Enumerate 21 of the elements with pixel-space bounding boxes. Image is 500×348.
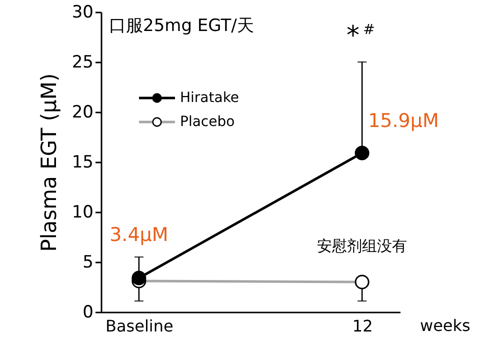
x-tick-label: Baseline <box>106 316 174 336</box>
annotation: 3.4μM <box>110 224 168 246</box>
y-tick-label: 10 <box>72 202 94 222</box>
annotation: # <box>363 22 375 38</box>
x-axis-title: weeks <box>420 316 470 335</box>
legend-label: Placebo <box>180 114 235 130</box>
y-tick-label: 25 <box>72 52 94 72</box>
x-tick-label: 12 <box>352 316 373 336</box>
y-axis-title: Plasma EGT (μM) <box>36 73 61 252</box>
y-tick-label: 30 <box>72 2 94 22</box>
point <box>354 146 370 160</box>
annotation: 口服25mg EGT/天 <box>109 16 254 36</box>
annotation: 安慰剂组没有 <box>317 237 408 255</box>
y-tick-label: 5 <box>82 252 94 272</box>
y-tick-label: 0 <box>82 302 94 322</box>
y-tick-label: 20 <box>72 102 94 122</box>
annotation: * <box>346 21 360 51</box>
legend-label: Hiratake <box>180 90 240 106</box>
annotation: 15.9μM <box>368 110 439 132</box>
point <box>132 270 146 286</box>
y-tick-label: 15 <box>72 152 94 172</box>
